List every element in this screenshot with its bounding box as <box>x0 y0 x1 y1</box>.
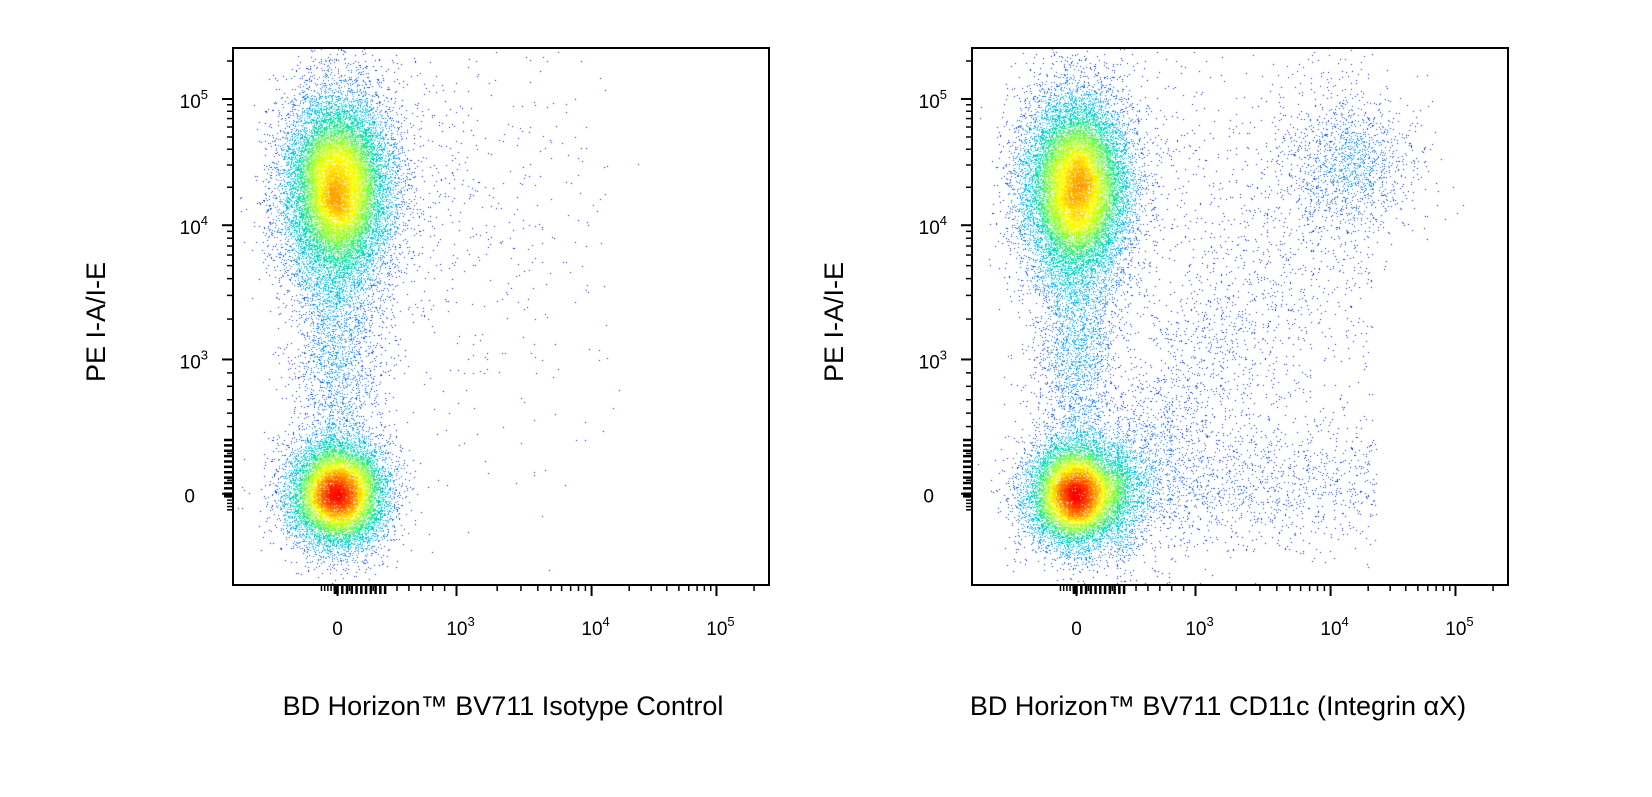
y-tick-labels: 0 103 104 105 <box>180 87 208 508</box>
y-tick-label: 105 <box>919 87 947 113</box>
x-tick-label: 103 <box>446 614 474 640</box>
plot-panel-isotype-control: PE I-A/I-E 0 103 104 105 0 103 104 105 BD Hori… <box>81 47 770 721</box>
x-tick-label: 0 <box>1071 619 1082 640</box>
y-tick-label: 0 <box>184 487 195 508</box>
y-tick-label: 104 <box>919 213 947 239</box>
density-dot-cloud <box>233 48 769 585</box>
x-axis-label: BD Horizon™ BV711 Isotype Control <box>283 691 724 721</box>
x-tick-label: 105 <box>706 614 734 640</box>
y-axis-label: PE I-A/I-E <box>819 262 849 382</box>
y-tick-label: 103 <box>180 347 208 373</box>
x-tick-label: 105 <box>1445 614 1473 640</box>
density-dot-cloud <box>972 48 1508 585</box>
axis-minor-ticks <box>222 60 755 596</box>
x-tick-label: 104 <box>581 614 609 640</box>
y-tick-labels: 0 103 104 105 <box>919 87 947 508</box>
plot-panel-cd11c: PE I-A/I-E 0 103 104 105 0 103 104 105 BD Hori… <box>819 47 1509 721</box>
y-tick-label: 0 <box>923 487 934 508</box>
x-tick-label: 103 <box>1185 614 1213 640</box>
x-tick-labels: 0 103 104 105 <box>1071 614 1473 640</box>
y-tick-label: 105 <box>180 87 208 113</box>
plot-frame <box>971 47 1509 586</box>
x-tick-labels: 0 103 104 105 <box>332 614 734 640</box>
x-tick-label: 0 <box>332 619 343 640</box>
y-tick-label: 103 <box>919 347 947 373</box>
plot-frame <box>232 47 770 586</box>
x-tick-label: 104 <box>1320 614 1348 640</box>
x-axis-label: BD Horizon™ BV711 CD11c (Integrin αX) <box>970 691 1466 721</box>
y-tick-label: 104 <box>180 213 208 239</box>
y-axis-label: PE I-A/I-E <box>81 262 111 382</box>
